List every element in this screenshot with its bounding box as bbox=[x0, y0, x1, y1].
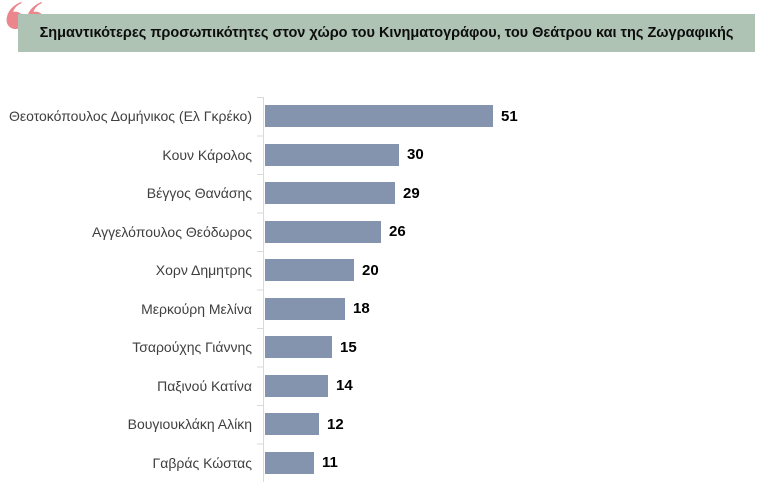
category-axis-line bbox=[263, 97, 264, 482]
chart-row: Βουγιουκλάκη Αλίκη 12 bbox=[0, 405, 760, 444]
value-label: 11 bbox=[322, 454, 338, 472]
bar bbox=[265, 297, 345, 320]
bar-zone: 15 bbox=[263, 328, 760, 367]
bar bbox=[265, 336, 332, 359]
chart-row: Μερκούρη Μελίνα 18 bbox=[0, 290, 760, 329]
bar bbox=[265, 143, 399, 166]
value-label: 12 bbox=[327, 415, 344, 433]
chart-row: Βέγγος Θανάσης 29 bbox=[0, 174, 760, 213]
bar bbox=[265, 105, 493, 128]
bar-zone: 12 bbox=[263, 405, 760, 444]
bar bbox=[265, 259, 354, 282]
category-label: Αγγελόπουλος Θεόδωρος bbox=[92, 223, 252, 240]
value-label: 14 bbox=[336, 377, 353, 395]
bar-zone: 18 bbox=[263, 290, 760, 329]
category-label: Βουγιουκλάκη Αλίκη bbox=[127, 416, 252, 433]
bar bbox=[265, 451, 314, 474]
category-label: Κουν Κάρολος bbox=[162, 146, 252, 163]
value-label: 18 bbox=[353, 300, 370, 318]
chart-title-banner: Σημαντικότερες προσωπικότητες στον χώρο … bbox=[18, 14, 755, 52]
bar-zone: 30 bbox=[263, 136, 760, 175]
bar-zone: 29 bbox=[263, 174, 760, 213]
category-label: Μερκούρη Μελίνα bbox=[141, 300, 252, 317]
category-axis-ticks bbox=[257, 97, 263, 482]
chart-row: Θεοτοκόπουλος Δομήνικος (Ελ Γκρέκο) 51 bbox=[0, 97, 760, 136]
chart-rows: Θεοτοκόπουλος Δομήνικος (Ελ Γκρέκο) 51 Κ… bbox=[0, 97, 760, 482]
chart-row: Παξινού Κατίνα 14 bbox=[0, 367, 760, 406]
bar-zone: 51 bbox=[263, 97, 760, 136]
bar-zone: 14 bbox=[263, 367, 760, 406]
category-label: Χορν Δημητρης bbox=[155, 262, 252, 279]
bar-zone: 11 bbox=[263, 444, 760, 482]
value-label: 26 bbox=[389, 223, 406, 241]
category-label: Τσαρούχης Γιάννης bbox=[132, 339, 252, 356]
bar bbox=[265, 374, 328, 397]
bar-chart: Θεοτοκόπουλος Δομήνικος (Ελ Γκρέκο) 51 Κ… bbox=[0, 97, 760, 482]
category-label: Παξινού Κατίνα bbox=[157, 377, 252, 394]
value-label: 15 bbox=[340, 338, 357, 356]
bar bbox=[265, 220, 381, 243]
category-label: Θεοτοκόπουλος Δομήνικος (Ελ Γκρέκο) bbox=[8, 108, 252, 125]
chart-row: Γαβράς Κώστας 11 bbox=[0, 444, 760, 482]
value-label: 20 bbox=[362, 261, 379, 279]
bar bbox=[265, 413, 319, 436]
category-label: Γαβράς Κώστας bbox=[152, 454, 252, 471]
bar-zone: 20 bbox=[263, 251, 760, 290]
chart-row: Τσαρούχης Γιάννης 15 bbox=[0, 328, 760, 367]
bar bbox=[265, 182, 395, 205]
value-label: 51 bbox=[501, 107, 518, 125]
value-label: 29 bbox=[403, 184, 420, 202]
category-label: Βέγγος Θανάσης bbox=[146, 185, 252, 202]
chart-row: Κουν Κάρολος 30 bbox=[0, 136, 760, 175]
chart-row: Χορν Δημητρης 20 bbox=[0, 251, 760, 290]
bar-zone: 26 bbox=[263, 213, 760, 252]
chart-title: Σημαντικότερες προσωπικότητες στον χώρο … bbox=[39, 25, 734, 41]
chart-row: Αγγελόπουλος Θεόδωρος 26 bbox=[0, 213, 760, 252]
value-label: 30 bbox=[407, 146, 424, 164]
